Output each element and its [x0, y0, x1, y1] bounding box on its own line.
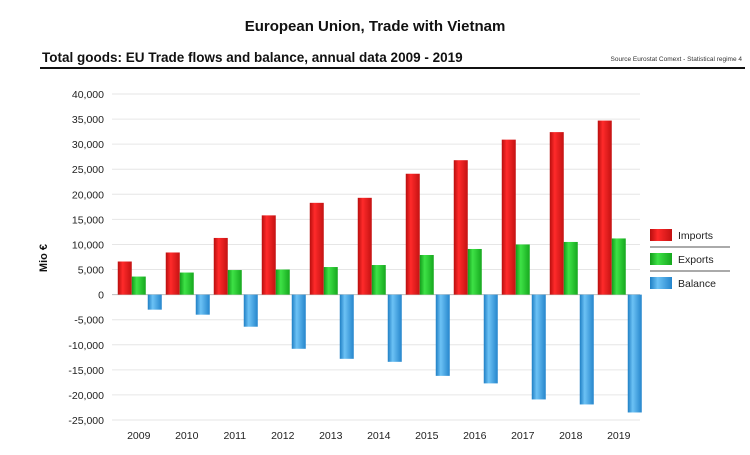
legend-swatch: [650, 229, 672, 241]
bar-group-2018: [549, 132, 594, 405]
x-tick-label: 2017: [511, 430, 535, 442]
y-tick-label: 0: [98, 290, 104, 302]
legend: Imports Exports Balance: [650, 229, 730, 290]
y-axis-ticks: 40,000 35,000 30,000 25,000 20,000 15,000 10,0…: [68, 89, 104, 427]
bar-group-2012: [261, 215, 306, 349]
bar-exports-2015: [419, 254, 434, 295]
chart-subtitle: Total goods: EU Trade flows and balance,…: [42, 50, 463, 65]
y-tick-label: 25,000: [72, 164, 104, 176]
chart-title: European Union, Trade with Vietnam: [244, 18, 506, 35]
y-axis-label: Mio €: [38, 244, 50, 272]
bar-group-2017: [501, 139, 546, 400]
x-tick-label: 2009: [127, 430, 151, 442]
bar-group-2019: [597, 120, 642, 413]
legend-swatch: [650, 253, 672, 265]
bar-exports-2016: [467, 248, 482, 295]
bar-imports-2014: [357, 197, 372, 295]
bar-group-2014: [357, 197, 402, 362]
y-tick-label: 15,000: [72, 214, 104, 226]
bar-imports-2017: [501, 139, 516, 295]
y-tick-label: -25,000: [68, 415, 104, 427]
y-tick-label: 30,000: [72, 139, 104, 151]
bar-balance-2012: [291, 294, 306, 349]
x-axis-ticks: 2009 2010 2011 2012 2013 2014 2015 2016 2017 2018…: [127, 430, 631, 442]
bar-imports-2016: [453, 160, 468, 295]
bar-group-2011: [213, 237, 258, 327]
bar-exports-2017: [515, 244, 530, 295]
bar-balance-2015: [435, 294, 450, 376]
bar-balance-2019: [627, 294, 642, 413]
y-tick-label: 10,000: [72, 239, 104, 251]
bar-balance-2013: [339, 294, 354, 359]
x-tick-label: 2014: [367, 430, 391, 442]
bar-balance-2011: [243, 294, 258, 327]
bar-balance-2014: [387, 294, 402, 362]
bar-imports-2011: [213, 237, 228, 295]
bar-group-2013: [309, 202, 354, 359]
bar-exports-2009: [131, 276, 146, 295]
bar-imports-2010: [165, 252, 180, 295]
bar-exports-2019: [611, 238, 626, 295]
bar-imports-2015: [405, 173, 420, 295]
x-tick-label: 2011: [223, 430, 246, 442]
x-tick-label: 2013: [319, 430, 343, 442]
y-tick-label: -20,000: [68, 390, 104, 402]
bar-exports-2014: [371, 265, 386, 295]
legend-swatch: [650, 277, 672, 289]
x-tick-label: 2015: [415, 430, 439, 442]
legend-item-imports: Imports: [650, 229, 730, 248]
x-tick-label: 2012: [271, 430, 295, 442]
legend-item-exports: Exports: [650, 253, 730, 272]
legend-label: Imports: [678, 230, 713, 242]
bar-balance-2017: [531, 294, 546, 400]
y-tick-label: -10,000: [68, 340, 104, 352]
y-tick-label: -5,000: [74, 315, 104, 327]
bar-group-2015: [405, 173, 450, 376]
bar-imports-2009: [117, 261, 132, 295]
bar-balance-2018: [579, 294, 594, 405]
y-tick-label: 20,000: [72, 189, 104, 201]
x-tick-label: 2018: [559, 430, 583, 442]
bar-imports-2018: [549, 132, 564, 295]
legend-label: Exports: [678, 254, 714, 266]
bar-exports-2012: [275, 269, 290, 295]
legend-label: Balance: [678, 278, 716, 290]
y-tick-label: -15,000: [68, 365, 104, 377]
y-tick-label: 5,000: [78, 265, 104, 277]
bar-exports-2011: [227, 270, 242, 295]
bar-imports-2019: [597, 120, 612, 295]
bar-exports-2013: [323, 267, 338, 295]
bar-balance-2010: [195, 294, 210, 315]
bar-balance-2009: [147, 294, 162, 310]
bar-balance-2016: [483, 294, 498, 384]
header-divider: [40, 67, 745, 69]
x-tick-label: 2010: [175, 430, 199, 442]
source-note: Source Eurostat Comext - Statistical reg…: [610, 56, 743, 63]
x-tick-label: 2016: [463, 430, 487, 442]
x-tick-label: 2019: [607, 430, 631, 442]
y-tick-label: 35,000: [72, 114, 104, 126]
bar-imports-2013: [309, 202, 324, 295]
legend-item-balance: Balance: [650, 277, 716, 290]
y-tick-label: 40,000: [72, 89, 104, 101]
bars: [117, 120, 642, 413]
bar-group-2016: [453, 160, 498, 384]
bar-imports-2012: [261, 215, 276, 295]
bar-group-2010: [165, 252, 210, 315]
bar-exports-2018: [563, 241, 578, 295]
bar-exports-2010: [179, 272, 194, 295]
bar-group-2009: [117, 261, 162, 310]
